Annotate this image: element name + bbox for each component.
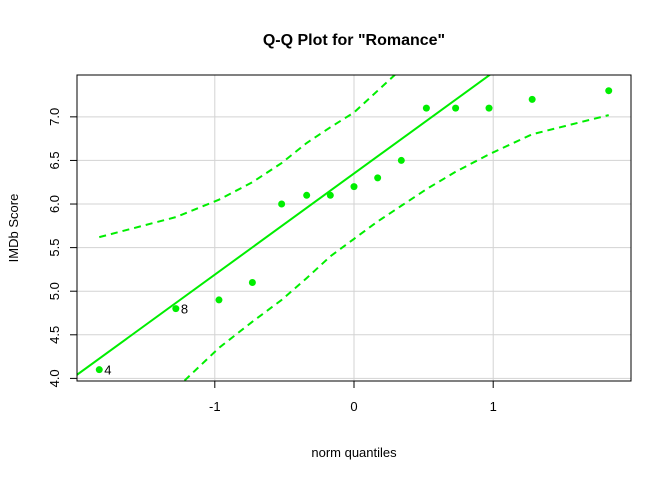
point-label: 4 [104,363,111,378]
point [278,200,286,208]
y-tick-label: 5.0 [47,282,62,300]
point [374,174,382,182]
y-tick-label: 4.0 [47,369,62,387]
point [528,95,536,103]
confidence-envelope [99,75,397,239]
point [215,296,223,304]
point [172,305,180,313]
x-tick-label: -1 [209,399,221,414]
y-tick-label: 4.5 [47,326,62,344]
point [397,156,405,164]
y-tick-label: 6.0 [47,195,62,213]
plot-frame [76,74,632,382]
point [485,104,493,112]
point [303,191,311,199]
plot-area [77,75,609,381]
chart-title: Q-Q Plot for "Romance" [263,32,445,49]
point [95,366,103,374]
reference-line [77,75,492,376]
y-tick-label: 7.0 [47,108,62,126]
point [326,191,334,199]
y-axis-label: IMDb Score [6,194,21,263]
x-tick-label: 1 [490,399,497,414]
point [248,278,256,286]
x-axis-label: norm quantiles [311,445,397,460]
y-tick-label: 5.5 [47,239,62,257]
point [422,104,430,112]
x-tick-label: 0 [350,399,357,414]
point [605,87,613,95]
point [452,104,460,112]
y-tick-label: 6.5 [47,151,62,169]
point [350,183,358,191]
point-label: 8 [181,302,188,317]
confidence-envelope [182,114,609,381]
